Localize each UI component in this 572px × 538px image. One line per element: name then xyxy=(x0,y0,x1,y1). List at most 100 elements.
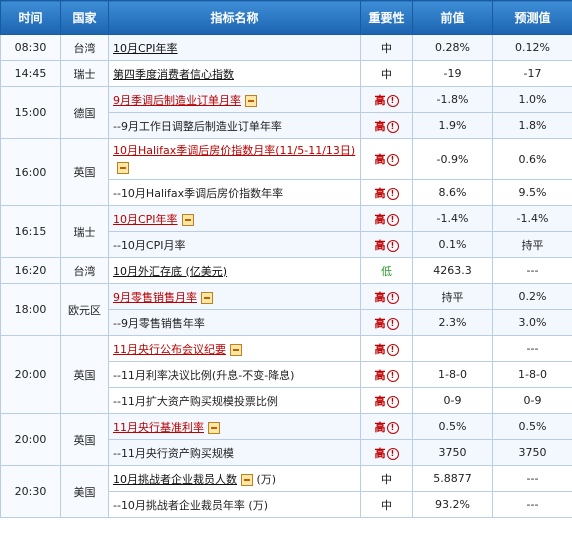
forecast-cell: --- xyxy=(492,257,572,284)
alert-icon: ! xyxy=(386,154,399,166)
time-cell: 16:00 xyxy=(0,138,61,206)
header-forecast: 预测值 xyxy=(492,0,572,35)
alert-icon: ! xyxy=(386,369,399,382)
indicator-link[interactable]: 10月CPI年率 xyxy=(113,41,178,55)
collapse-toggle-icon[interactable] xyxy=(201,291,213,304)
importance-cell: 高! xyxy=(360,231,413,258)
table-row: --9月零售销售年率 高! 2.3% 3.0% xyxy=(1,309,572,336)
collapse-toggle-icon[interactable] xyxy=(230,343,242,356)
forecast-cell: --- xyxy=(492,335,572,362)
table-row: --10月Halifax季调后房价指数年率 高! 8.6% 9.5% xyxy=(1,179,572,206)
indicator-link[interactable]: 10月Halifax季调后房价指数月率(11/5-11/13日) xyxy=(113,144,356,157)
importance-label: 高 xyxy=(374,316,386,330)
forecast-cell: -1.4% xyxy=(492,205,572,232)
alert-icon: ! xyxy=(386,94,399,107)
table-row: 14:45 瑞士 第四季度消费者信心指数 中 -19 -17 xyxy=(0,60,572,87)
table-row: 20:30 美国 10月挑战者企业裁员人数 (万) 中 5.8877 --- xyxy=(0,465,572,518)
time-cell: 20:00 xyxy=(0,335,61,414)
indicator-link[interactable]: 9月零售销售月率 xyxy=(113,290,197,304)
importance-cell: 高! xyxy=(360,387,413,414)
indicator-cell[interactable]: 11月央行基准利率 xyxy=(108,413,361,440)
forecast-cell: 3.0% xyxy=(492,309,572,336)
indicator-cell[interactable]: 10月挑战者企业裁员人数 (万) xyxy=(108,465,361,492)
table-row: 16:00 英国 10月Halifax季调后房价指数月率(11/5-11/13日… xyxy=(0,138,572,206)
alert-icon: ! xyxy=(386,291,399,304)
time-cell: 20:30 xyxy=(0,465,61,518)
time-cell: 08:30 xyxy=(0,34,61,61)
time-cell: 15:00 xyxy=(0,86,61,139)
collapse-toggle-icon[interactable] xyxy=(241,473,253,486)
table-row: 20:00 英国 11月央行基准利率 高! 0.5% 0.5% xyxy=(0,413,572,466)
importance-label: 高 xyxy=(374,368,386,382)
indicator-cell[interactable]: 10月外汇存底 (亿美元) xyxy=(108,257,361,284)
indicator-cell[interactable]: 10月Halifax季调后房价指数月率(11/5-11/13日) xyxy=(108,138,361,180)
previous-cell: 0.5% xyxy=(412,413,493,440)
collapse-toggle-icon[interactable] xyxy=(208,421,220,434)
alert-icon: ! xyxy=(386,120,399,133)
importance-cell: 高! xyxy=(360,283,413,310)
table-row: --10月挑战者企业裁员年率 (万) 中 93.2% --- xyxy=(1,491,572,518)
indicator-link[interactable]: 9月季调后制造业订单月率 xyxy=(113,93,241,107)
forecast-cell: -17 xyxy=(492,60,572,87)
indicator-link[interactable]: 10月CPI年率 xyxy=(113,212,178,226)
importance-cell: 高! xyxy=(360,413,413,440)
indicator-cell[interactable]: 第四季度消费者信心指数 xyxy=(108,60,361,87)
indicator-cell[interactable]: 11月央行公布会议纪要 xyxy=(108,335,361,362)
alert-icon: ! xyxy=(386,213,399,226)
collapse-toggle-icon[interactable] xyxy=(245,94,257,107)
importance-cell: 中 xyxy=(360,465,413,492)
indicator-suffix: (万) xyxy=(256,472,277,486)
country-cell: 瑞士 xyxy=(60,60,109,87)
forecast-cell: 0.5% xyxy=(492,413,572,440)
indicator-cell[interactable]: 9月季调后制造业订单月率 xyxy=(108,86,361,113)
importance-cell: 高! xyxy=(360,179,413,206)
importance-label: 高 xyxy=(374,186,386,200)
forecast-cell: 0.12% xyxy=(492,34,572,61)
country-cell: 美国 xyxy=(60,465,109,518)
alert-icon: ! xyxy=(386,239,399,252)
table-row: 08:30 台湾 10月CPI年率 中 0.28% 0.12% xyxy=(0,34,572,61)
alert-icon: ! xyxy=(386,395,399,408)
previous-cell: 4263.3 xyxy=(412,257,493,284)
forecast-cell: 0.2% xyxy=(492,283,572,310)
alert-icon: ! xyxy=(386,421,399,434)
indicator-cell[interactable]: 10月CPI年率 xyxy=(108,34,361,61)
indicator-link[interactable]: 10月外汇存底 (亿美元) xyxy=(113,264,228,278)
country-cell: 台湾 xyxy=(60,34,109,61)
previous-cell: 3750 xyxy=(412,439,493,466)
header-row: 时间 国家 指标名称 重要性 前值 预测值 xyxy=(0,0,572,35)
country-cell: 欧元区 xyxy=(60,283,109,336)
importance-label: 高 xyxy=(374,420,386,434)
collapse-toggle-icon[interactable] xyxy=(181,213,194,226)
indicator-link[interactable]: 10月挑战者企业裁员人数 xyxy=(113,472,237,486)
alert-icon: ! xyxy=(386,187,399,200)
table-row: 16:15 瑞士 10月CPI年率 高! -1.4% -1.4% xyxy=(0,205,572,258)
country-cell: 台湾 xyxy=(60,257,109,284)
economic-calendar-table: 时间 国家 指标名称 重要性 前值 预测值 08:30 台湾 10月CPI年率 … xyxy=(0,0,572,518)
indicator-cell: --10月挑战者企业裁员年率 (万) xyxy=(108,491,361,518)
indicator-cell[interactable]: 9月零售销售月率 xyxy=(108,283,361,310)
importance-cell: 低 xyxy=(360,257,413,284)
forecast-cell: --- xyxy=(492,491,572,518)
importance-cell: 中 xyxy=(360,60,413,87)
previous-cell: -0.9% xyxy=(412,138,493,180)
importance-cell: 高! xyxy=(360,86,413,113)
forecast-cell: 持平 xyxy=(492,231,572,258)
importance-cell: 高! xyxy=(360,309,413,336)
importance-cell: 高! xyxy=(360,439,413,466)
importance-label: 高 xyxy=(374,238,386,252)
indicator-link[interactable]: 11月央行公布会议纪要 xyxy=(113,342,226,356)
table-row: 16:20 台湾 10月外汇存底 (亿美元) 低 4263.3 --- xyxy=(0,257,572,284)
previous-cell: 2.3% xyxy=(412,309,493,336)
indicator-cell: --11月利率决议比例(升息-不变-降息) xyxy=(108,361,361,388)
collapse-toggle-icon[interactable] xyxy=(117,162,129,174)
country-cell: 瑞士 xyxy=(60,205,109,258)
alert-icon: ! xyxy=(386,343,399,356)
indicator-link[interactable]: 11月央行基准利率 xyxy=(113,420,204,434)
country-cell: 英国 xyxy=(60,138,109,206)
indicator-cell[interactable]: 10月CPI年率 xyxy=(108,205,361,232)
indicator-link[interactable]: 第四季度消费者信心指数 xyxy=(113,67,234,81)
country-cell: 英国 xyxy=(60,335,109,414)
header-time: 时间 xyxy=(0,0,61,35)
country-cell: 德国 xyxy=(60,86,109,139)
